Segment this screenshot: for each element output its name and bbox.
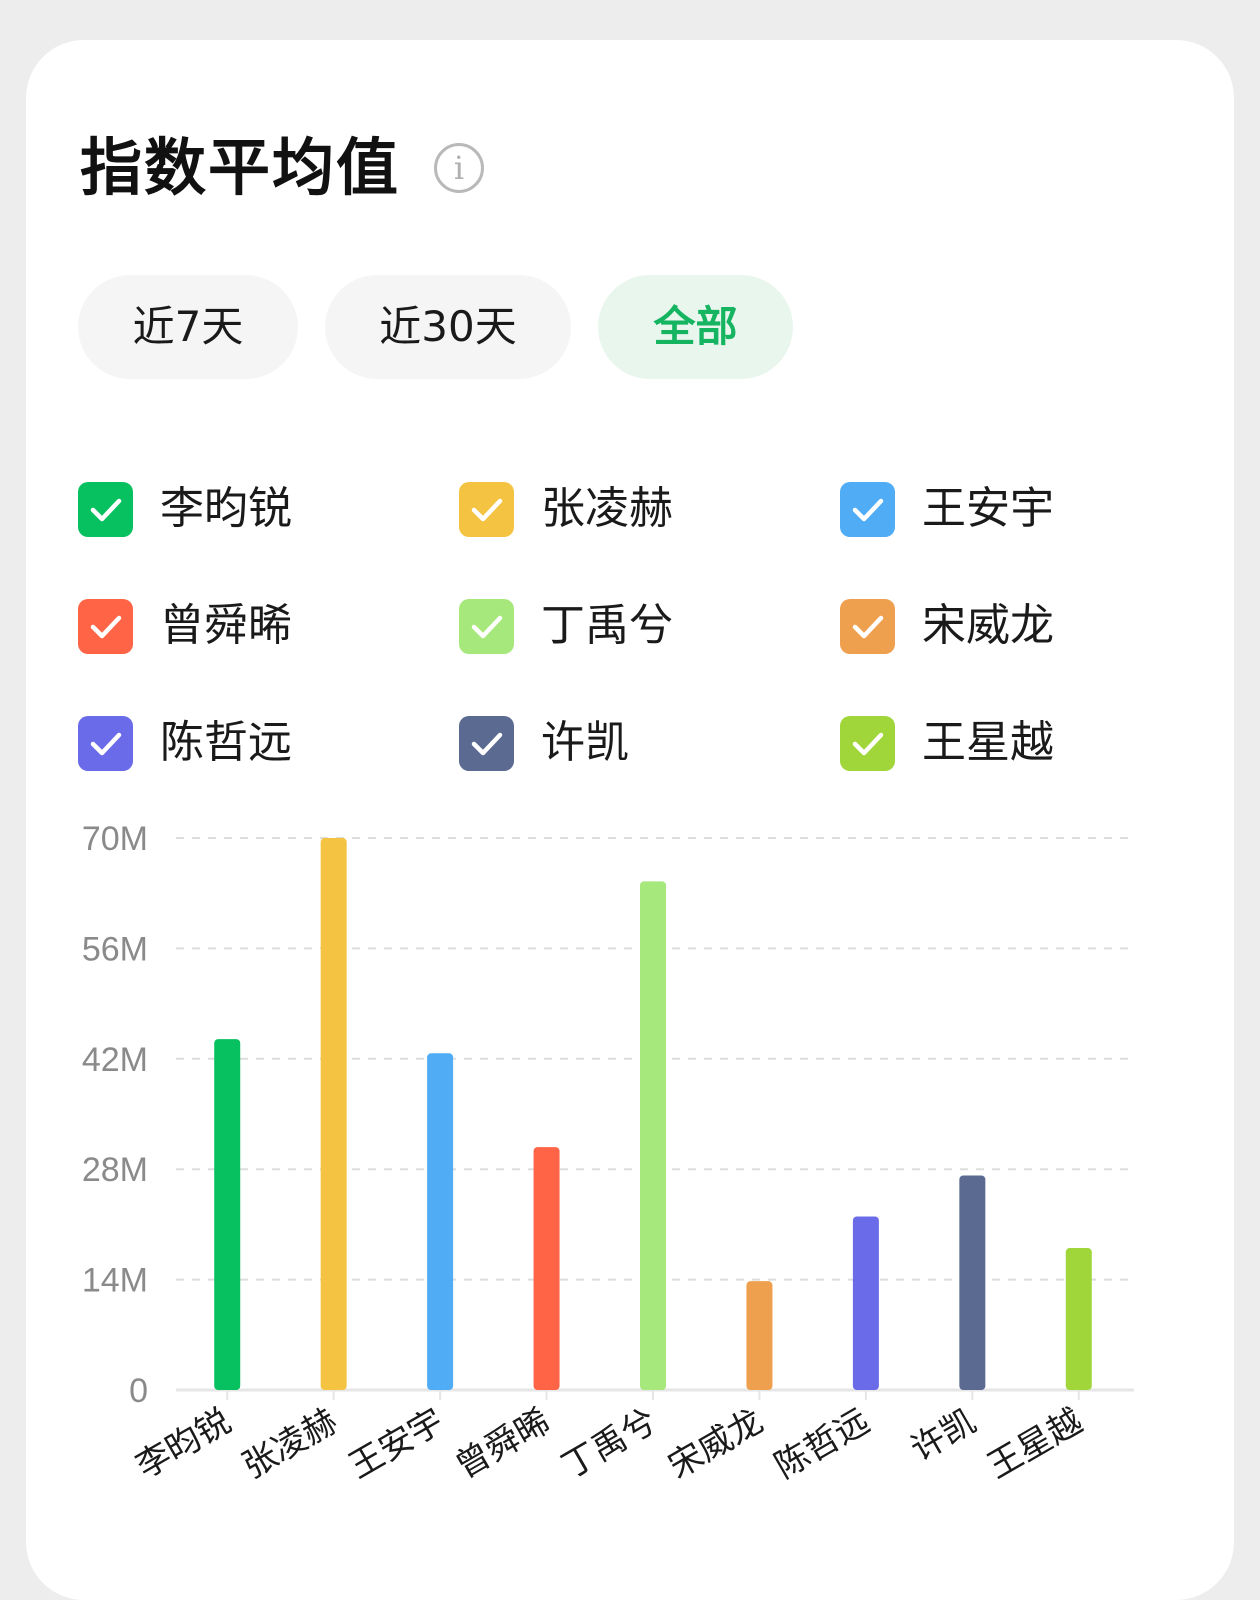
legend-checkbox[interactable]: [459, 482, 514, 537]
check-icon: [852, 615, 884, 639]
bar-6: [746, 1281, 773, 1390]
legend-label: 王安宇: [922, 483, 1054, 534]
x-tick-label: 宋威龙: [662, 1401, 770, 1487]
legend-item-1[interactable]: 李昀锐: [78, 480, 438, 537]
legend-item-9[interactable]: 王星越: [840, 714, 1200, 771]
legend-label: 曾舜晞: [160, 600, 292, 651]
legend-checkbox[interactable]: [840, 482, 895, 537]
y-tick-label: 0: [129, 1372, 148, 1410]
x-tick-label: 李昀锐: [129, 1401, 237, 1487]
y-tick-label: 56M: [82, 930, 148, 968]
tab-all[interactable]: 全部: [598, 275, 793, 379]
legend-checkbox[interactable]: [78, 482, 133, 537]
bar-3: [427, 1053, 454, 1390]
legend-checkbox[interactable]: [78, 599, 133, 654]
x-tick-label: 曾舜晞: [449, 1401, 557, 1487]
legend-label: 丁禹兮: [541, 600, 673, 651]
bar-1: [214, 1039, 241, 1390]
legend-label: 王星越: [922, 717, 1054, 768]
x-tick-label: 王安宇: [342, 1401, 450, 1487]
x-tick-label: 王星越: [981, 1401, 1089, 1487]
legend-label: 宋威龙: [922, 600, 1054, 651]
check-icon: [852, 732, 884, 756]
y-tick-label: 14M: [82, 1262, 148, 1300]
legend-label: 李昀锐: [160, 483, 292, 534]
legend-item-8[interactable]: 许凯: [459, 714, 819, 771]
check-icon: [471, 615, 503, 639]
legend-item-2[interactable]: 张凌赫: [459, 480, 819, 537]
check-icon: [852, 498, 884, 522]
legend-checkbox[interactable]: [459, 716, 514, 771]
index-average-card: 指数平均值 i 近7天 近30天 全部 李昀锐 张凌赫 王安宇 曾舜晞 丁禹兮 宋威龙 陈哲…: [26, 40, 1234, 1600]
legend-item-5[interactable]: 丁禹兮: [459, 597, 819, 654]
legend-item-6[interactable]: 宋威龙: [840, 597, 1200, 654]
y-tick-label: 42M: [82, 1041, 148, 1079]
series-legend: 李昀锐 张凌赫 王安宇曾舜晞 丁禹兮 宋威龙陈哲远 许凯 王星越: [78, 440, 1208, 771]
x-tick-label: 张凌赫: [236, 1401, 344, 1487]
info-icon[interactable]: i: [434, 143, 484, 193]
legend-item-3[interactable]: 王安宇: [840, 480, 1200, 537]
y-tick-label: 28M: [82, 1151, 148, 1189]
x-tick-label: 丁禹兮: [555, 1401, 663, 1487]
check-icon: [471, 732, 503, 756]
legend-label: 许凯: [541, 717, 629, 768]
check-icon: [90, 732, 122, 756]
bar-5: [640, 881, 666, 1390]
bar-2: [320, 838, 347, 1390]
bar-4: [533, 1147, 560, 1390]
x-tick-label: 陈哲远: [768, 1401, 876, 1487]
legend-item-4[interactable]: 曾舜晞: [78, 597, 438, 654]
legend-checkbox[interactable]: [78, 716, 133, 771]
tab-last-30-days[interactable]: 近30天: [325, 275, 571, 379]
legend-checkbox[interactable]: [840, 599, 895, 654]
legend-item-7[interactable]: 陈哲远: [78, 714, 438, 771]
check-icon: [90, 498, 122, 522]
tab-last-7-days[interactable]: 近7天: [78, 275, 298, 379]
card-title: 指数平均值: [80, 131, 401, 204]
legend-checkbox[interactable]: [840, 716, 895, 771]
y-tick-label: 70M: [82, 820, 148, 858]
bar-8: [959, 1175, 986, 1390]
bar-9: [1065, 1248, 1092, 1390]
x-tick-label: 许凯: [904, 1401, 983, 1470]
legend-checkbox[interactable]: [459, 599, 514, 654]
check-icon: [471, 498, 503, 522]
check-icon: [90, 615, 122, 639]
bar-7: [852, 1216, 879, 1390]
legend-label: 张凌赫: [541, 483, 673, 534]
legend-label: 陈哲远: [160, 717, 292, 768]
